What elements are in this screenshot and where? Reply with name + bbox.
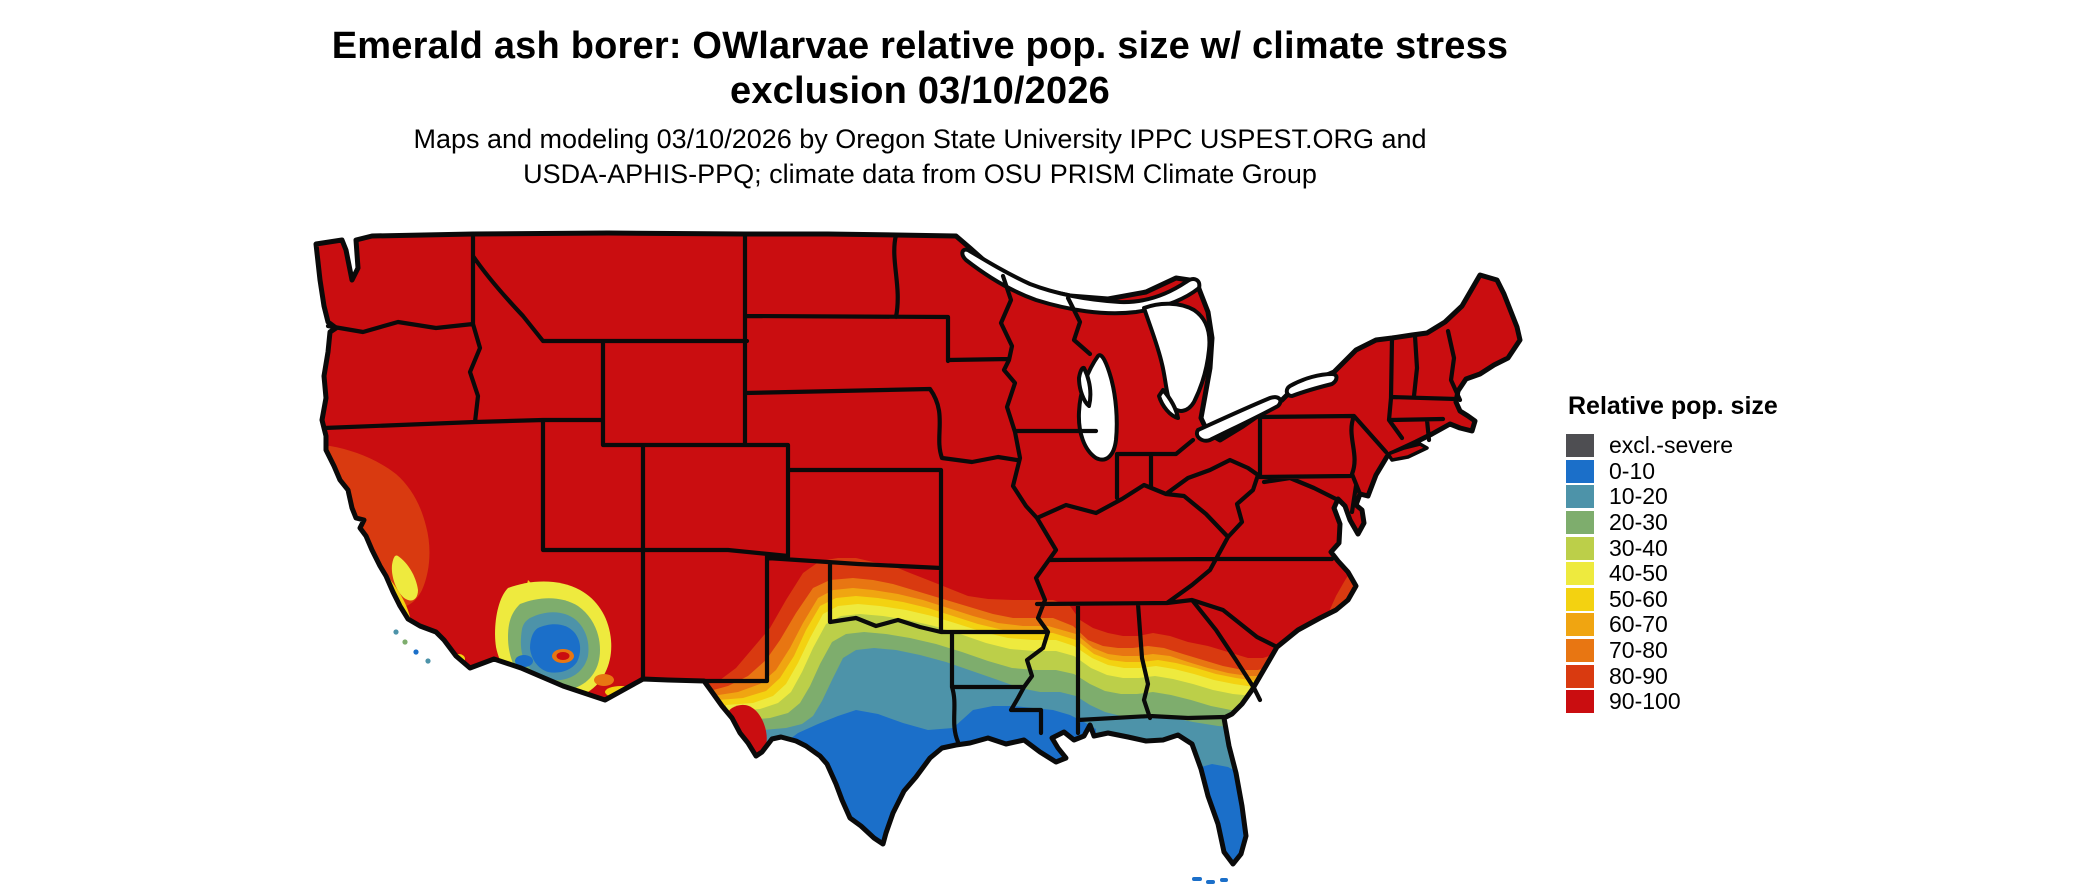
legend-swatch — [1566, 690, 1594, 714]
legend-swatch — [1566, 459, 1594, 483]
legend-swatch — [1566, 587, 1594, 611]
legend: Relative pop. size excl.-severe 0-10 10-… — [1566, 392, 1896, 715]
patch-ca-valley-yellow — [391, 555, 418, 601]
patch-la-basin-blue — [425, 650, 433, 656]
legend-swatch — [1566, 434, 1594, 458]
patch-ca-teal — [377, 601, 387, 615]
legend-item: 60-70 — [1566, 612, 1896, 638]
legend-label: 50-60 — [1609, 585, 1668, 612]
legend-label: 60-70 — [1609, 611, 1668, 638]
legend-label: 90-100 — [1609, 688, 1681, 715]
key-island — [1192, 877, 1202, 881]
legend-item: 80-90 — [1566, 663, 1896, 689]
lake-huron — [1142, 301, 1212, 413]
legend-label: 0-10 — [1609, 457, 1656, 484]
key-island — [1220, 878, 1228, 882]
patch-phoenix-red — [556, 652, 570, 660]
page-title-line-2: exclusion 03/10/2026 — [729, 70, 1111, 112]
legend-item: 20-30 — [1566, 510, 1896, 536]
florida-keys — [1192, 877, 1228, 884]
island-dot — [413, 649, 419, 655]
zone-0-10-gulf — [763, 706, 1096, 864]
legend-swatch — [1566, 664, 1594, 688]
long-island — [1386, 442, 1429, 462]
lake-erie — [1195, 395, 1283, 443]
island-dot — [402, 639, 408, 645]
lake-superior — [960, 247, 1202, 316]
us-map — [308, 228, 1528, 884]
legend-item: 50-60 — [1566, 587, 1896, 613]
legend-item: 90-100 — [1566, 689, 1896, 715]
key-island — [1206, 880, 1215, 884]
legend-label: 20-30 — [1609, 509, 1668, 536]
legend-swatch — [1566, 485, 1594, 509]
saginaw-bay — [1157, 388, 1180, 420]
legend-item: 40-50 — [1566, 561, 1896, 587]
patch-az-se-orange — [594, 674, 614, 686]
green-bay — [1077, 365, 1093, 408]
lake-ontario — [1284, 372, 1339, 398]
legend-item: 0-10 — [1566, 459, 1896, 485]
legend-label: excl.-severe — [1609, 432, 1733, 459]
legend-swatch — [1566, 536, 1594, 560]
legend-item: 10-20 — [1566, 484, 1896, 510]
island-dot — [393, 629, 399, 635]
island-dot — [425, 658, 431, 664]
state-borders — [321, 231, 1463, 745]
legend-label: 80-90 — [1609, 662, 1668, 689]
legend-item: excl.-severe — [1566, 433, 1896, 459]
legend-label: 70-80 — [1609, 637, 1668, 664]
great-lakes — [960, 247, 1339, 462]
legend-swatch — [1566, 613, 1594, 637]
patch-la-basin-teal — [423, 645, 439, 657]
map-fill-layers — [316, 233, 1520, 864]
legend-item: 30-40 — [1566, 535, 1896, 561]
legend-label: 10-20 — [1609, 483, 1668, 510]
subtitle-line-2: USDA-APHIS-PPQ; climate data from OSU PR… — [523, 159, 1317, 189]
legend-list: excl.-severe 0-10 10-20 20-30 30-40 40-5… — [1566, 433, 1896, 715]
legend-swatch — [1566, 562, 1594, 586]
legend-title: Relative pop. size — [1568, 392, 1778, 420]
legend-item: 70-80 — [1566, 638, 1896, 664]
patch-yuma-blue — [515, 655, 533, 667]
page-title-line-1: Emerald ash borer: OWlarvae relative pop… — [331, 25, 1509, 67]
legend-swatch — [1566, 511, 1594, 535]
channel-islands — [393, 629, 431, 664]
legend-label: 40-50 — [1609, 560, 1668, 587]
title-block: Emerald ash borer: OWlarvae relative pop… — [20, 24, 1820, 114]
legend-label: 30-40 — [1609, 534, 1668, 561]
legend-swatch — [1566, 639, 1594, 663]
subtitle-line-1: Maps and modeling 03/10/2026 by Oregon S… — [413, 124, 1427, 154]
subtitle-block: Maps and modeling 03/10/2026 by Oregon S… — [20, 122, 1820, 192]
